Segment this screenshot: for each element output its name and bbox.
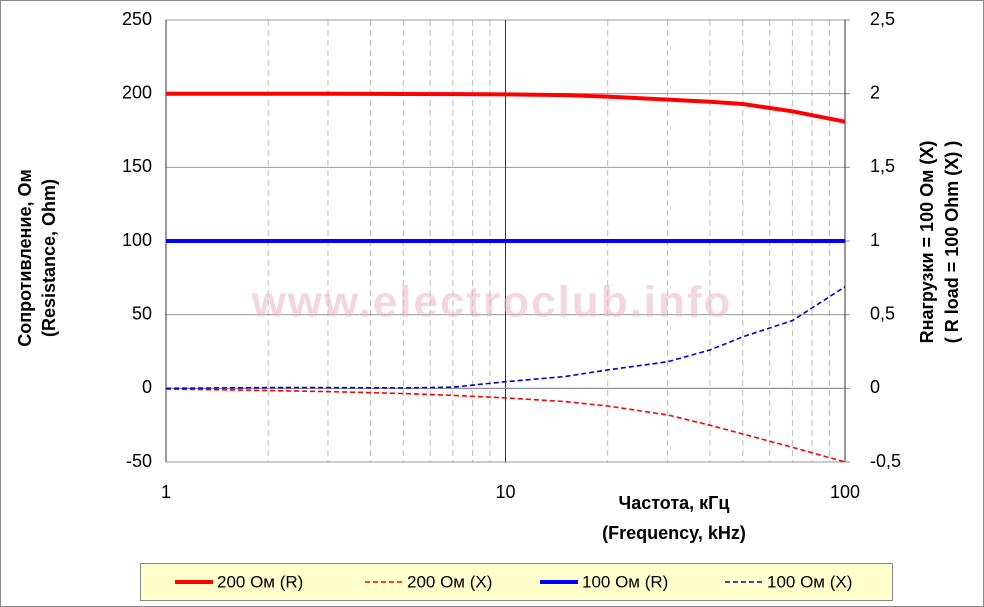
y-tick-label: 50: [132, 303, 152, 323]
y-tick-label: -50: [126, 451, 152, 471]
legend-label: 200 Ом (R): [217, 572, 303, 591]
y2-tick-label: 2,5: [870, 9, 895, 29]
y-tick-label: 100: [122, 230, 152, 250]
legend-label: 100 Ом (X): [767, 572, 852, 591]
x-axis-label: (Frequency, kHz): [602, 523, 746, 543]
legend-label: 200 Ом (X): [407, 572, 492, 591]
y2-tick-label: 1,5: [870, 156, 895, 176]
x-tick-label: 100: [830, 482, 860, 502]
series-line: [165, 388, 846, 463]
y2-tick-label: 1: [870, 230, 880, 250]
series-line: [166, 91, 846, 124]
y2-tick-label: 0: [870, 377, 880, 397]
x-tick-label: 10: [495, 482, 515, 502]
y-axis-label: (Resistance, Ohm): [39, 179, 59, 337]
watermark: www.electroclub.info: [251, 278, 733, 327]
y2-tick-label: -0,5: [870, 451, 901, 471]
y2-axis-label: ( R load = 100 Ohm (X) ): [942, 141, 962, 344]
x-axis-label: Частота, кГц: [619, 493, 730, 513]
y-axis-label: Сопротивление, Ом: [15, 169, 35, 347]
series-line: [165, 286, 846, 390]
legend: [140, 563, 893, 601]
legend-label: 100 Ом (R): [582, 572, 668, 591]
y2-axis-label: Rнагрузки = 100 Ом (X): [917, 141, 937, 344]
y2-tick-label: 0,5: [870, 303, 895, 323]
y-tick-label: 0: [142, 377, 152, 397]
y-tick-label: 250: [122, 9, 152, 29]
y-tick-label: 150: [122, 156, 152, 176]
y2-tick-label: 2: [870, 82, 880, 102]
y-tick-label: 200: [122, 82, 152, 102]
x-tick-label: 1: [161, 482, 171, 502]
